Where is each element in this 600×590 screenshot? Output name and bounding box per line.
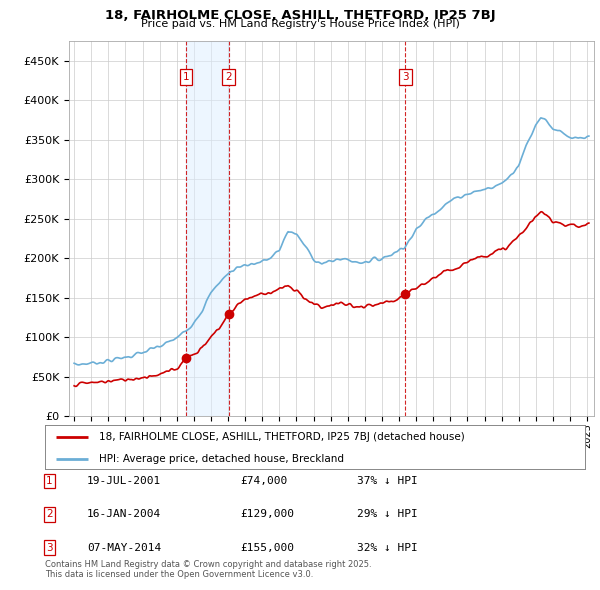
Text: 16-JAN-2004: 16-JAN-2004 [87, 510, 161, 519]
Text: £129,000: £129,000 [240, 510, 294, 519]
Bar [186, 41, 229, 416]
Text: 1: 1 [46, 476, 53, 486]
Text: 18, FAIRHOLME CLOSE, ASHILL, THETFORD, IP25 7BJ: 18, FAIRHOLME CLOSE, ASHILL, THETFORD, I… [104, 9, 496, 22]
Text: 19-JUL-2001: 19-JUL-2001 [87, 476, 161, 486]
Text: 2: 2 [46, 510, 53, 519]
Text: 2: 2 [226, 72, 232, 82]
Text: 3: 3 [46, 543, 53, 552]
Text: £74,000: £74,000 [240, 476, 287, 486]
Text: 07-MAY-2014: 07-MAY-2014 [87, 543, 161, 552]
Text: Contains HM Land Registry data © Crown copyright and database right 2025.
This d: Contains HM Land Registry data © Crown c… [45, 560, 371, 579]
Text: 3: 3 [402, 72, 409, 82]
Text: 37% ↓ HPI: 37% ↓ HPI [357, 476, 418, 486]
Text: 18, FAIRHOLME CLOSE, ASHILL, THETFORD, IP25 7BJ (detached house): 18, FAIRHOLME CLOSE, ASHILL, THETFORD, I… [99, 432, 465, 442]
Text: 29% ↓ HPI: 29% ↓ HPI [357, 510, 418, 519]
Text: £155,000: £155,000 [240, 543, 294, 552]
Text: 32% ↓ HPI: 32% ↓ HPI [357, 543, 418, 552]
Text: 1: 1 [183, 72, 190, 82]
Text: HPI: Average price, detached house, Breckland: HPI: Average price, detached house, Brec… [99, 454, 344, 464]
Text: Price paid vs. HM Land Registry's House Price Index (HPI): Price paid vs. HM Land Registry's House … [140, 19, 460, 30]
